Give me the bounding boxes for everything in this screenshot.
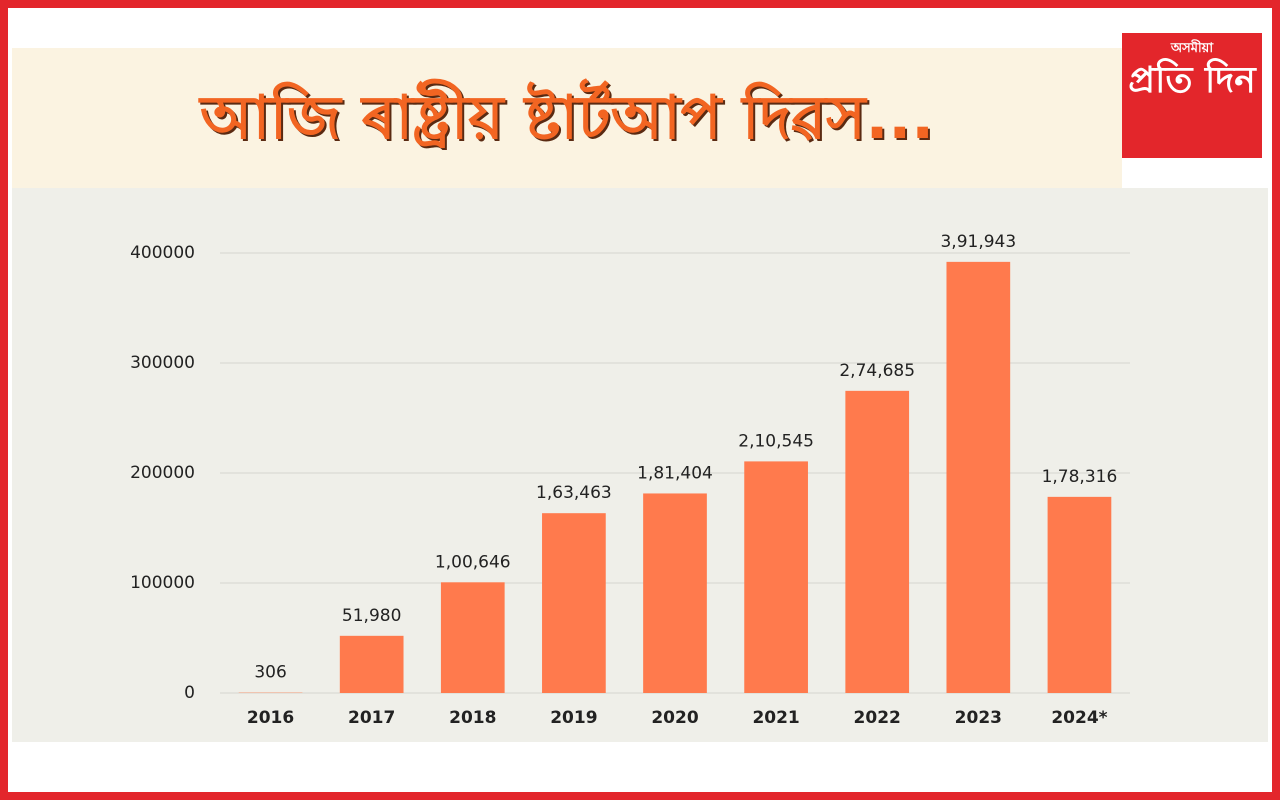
value-label: 1,81,404 bbox=[637, 463, 713, 483]
x-tick-label: 2022 bbox=[854, 708, 901, 728]
value-label: 306 bbox=[254, 663, 286, 683]
logo-main: প্ৰতি দিন bbox=[1128, 60, 1256, 101]
y-tick-label: 0 bbox=[184, 683, 195, 703]
bar bbox=[845, 390, 910, 693]
value-label: 51,980 bbox=[342, 606, 401, 626]
value-label: 2,10,545 bbox=[738, 431, 814, 451]
x-tick-label: 2018 bbox=[449, 708, 496, 728]
bar bbox=[440, 582, 505, 693]
title: আজি ৰাষ্ট্ৰীয় ষ্টাৰ্টআপ দিৱস... bbox=[199, 83, 934, 153]
value-label: 1,00,646 bbox=[435, 552, 511, 572]
x-tick-label: 2021 bbox=[752, 708, 799, 728]
logo: অসমীয়া প্ৰতি দিন bbox=[1122, 33, 1262, 158]
x-tick-label: 2017 bbox=[348, 708, 395, 728]
x-tick-label: 2024* bbox=[1051, 708, 1107, 728]
x-tick-label: 2016 bbox=[247, 708, 294, 728]
y-tick-label: 100000 bbox=[130, 573, 195, 593]
bar bbox=[946, 261, 1011, 693]
bar bbox=[643, 493, 707, 693]
y-tick-label: 300000 bbox=[130, 353, 195, 373]
bar bbox=[744, 461, 808, 693]
bar bbox=[339, 635, 404, 693]
x-tick-label: 2019 bbox=[550, 708, 597, 728]
y-tick-label: 200000 bbox=[130, 463, 195, 483]
x-tick-label: 2020 bbox=[651, 708, 698, 728]
value-label: 1,78,316 bbox=[1042, 467, 1118, 487]
bar bbox=[1047, 496, 1112, 693]
y-tick-label: 400000 bbox=[130, 243, 195, 263]
title-band: আজি ৰাষ্ট্ৰীয় ষ্টাৰ্টআপ দিৱস... bbox=[12, 48, 1122, 188]
logo-top: অসমীয়া bbox=[1170, 41, 1214, 56]
bar bbox=[542, 513, 606, 693]
value-label: 1,63,463 bbox=[536, 483, 612, 503]
value-label: 3,91,943 bbox=[940, 232, 1016, 252]
value-label: 2,74,685 bbox=[839, 361, 915, 381]
x-tick-label: 2023 bbox=[955, 708, 1002, 728]
